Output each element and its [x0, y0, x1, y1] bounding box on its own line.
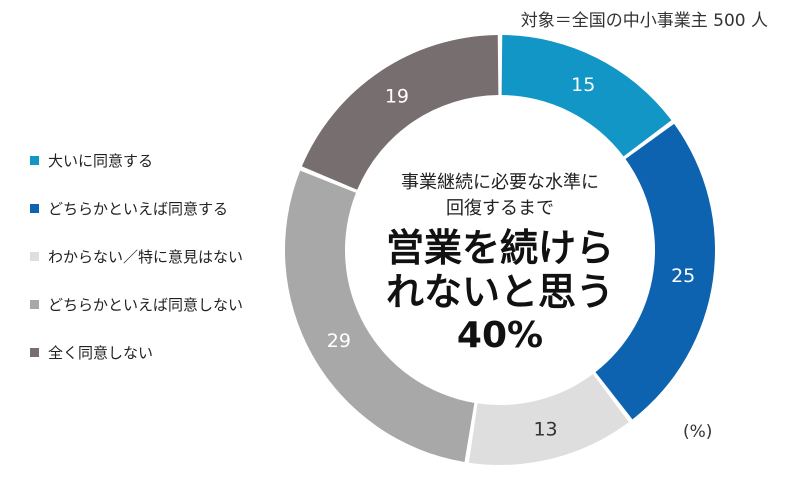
center-headline-line2: れないと思う [385, 270, 614, 314]
sample-note: 対象＝全国の中小事業主 500 人 [520, 11, 768, 31]
center-text: 事業継続に必要な水準に 回復するまで 営業を続けら れないと思う 40% [340, 170, 660, 358]
center-headline-line1: 営業を続けら [385, 226, 614, 270]
slice-strongly-disagree [301, 35, 499, 190]
legend-swatch [30, 299, 39, 309]
slice-value-label: 15 [571, 74, 595, 96]
center-subtitle-line1: 事業継続に必要な水準に [401, 172, 599, 193]
legend-label: どちらかといえば同意しない [48, 295, 244, 314]
slice-strongly-agree [501, 35, 672, 157]
legend-item-somewhat-disagree: どちらかといえば同意しない [30, 280, 243, 328]
legend-item-strongly-disagree: 全く同意しない [30, 328, 243, 376]
slice-value-label: 13 [533, 418, 557, 440]
donut-slices [285, 35, 715, 465]
slice-value-label: 29 [327, 330, 351, 352]
center-percentage: 40% [456, 315, 544, 356]
legend: 大いに同意する どちらかといえば同意する わからない／特に意見はない どちらかと… [30, 136, 243, 376]
slice-labels: 15 25 13 29 19 [327, 74, 696, 441]
slice-somewhat-disagree [285, 170, 475, 463]
legend-swatch [30, 155, 39, 165]
legend-label: わからない／特に意見はない [48, 247, 244, 266]
legend-item-strongly-agree: 大いに同意する [30, 136, 243, 184]
legend-label: どちらかといえば同意する [48, 199, 229, 218]
legend-label: 大いに同意する [48, 151, 154, 170]
legend-swatch [30, 347, 39, 357]
legend-swatch [30, 203, 39, 213]
center-headline: 営業を続けら れないと思う [340, 226, 660, 314]
legend-swatch [30, 251, 39, 261]
center-subtitle-line2: 回復するまで [446, 198, 554, 219]
legend-item-no-opinion: わからない／特に意見はない [30, 232, 243, 280]
legend-item-somewhat-agree: どちらかといえば同意する [30, 184, 243, 232]
slice-value-label: 25 [671, 265, 695, 287]
center-subtitle: 事業継続に必要な水準に 回復するまで [340, 170, 660, 222]
slice-no-opinion [468, 374, 629, 465]
unit-label: (%) [683, 422, 713, 442]
legend-label: 全く同意しない [48, 343, 154, 362]
slice-somewhat-agree [595, 123, 715, 420]
slice-value-label: 19 [385, 85, 409, 107]
